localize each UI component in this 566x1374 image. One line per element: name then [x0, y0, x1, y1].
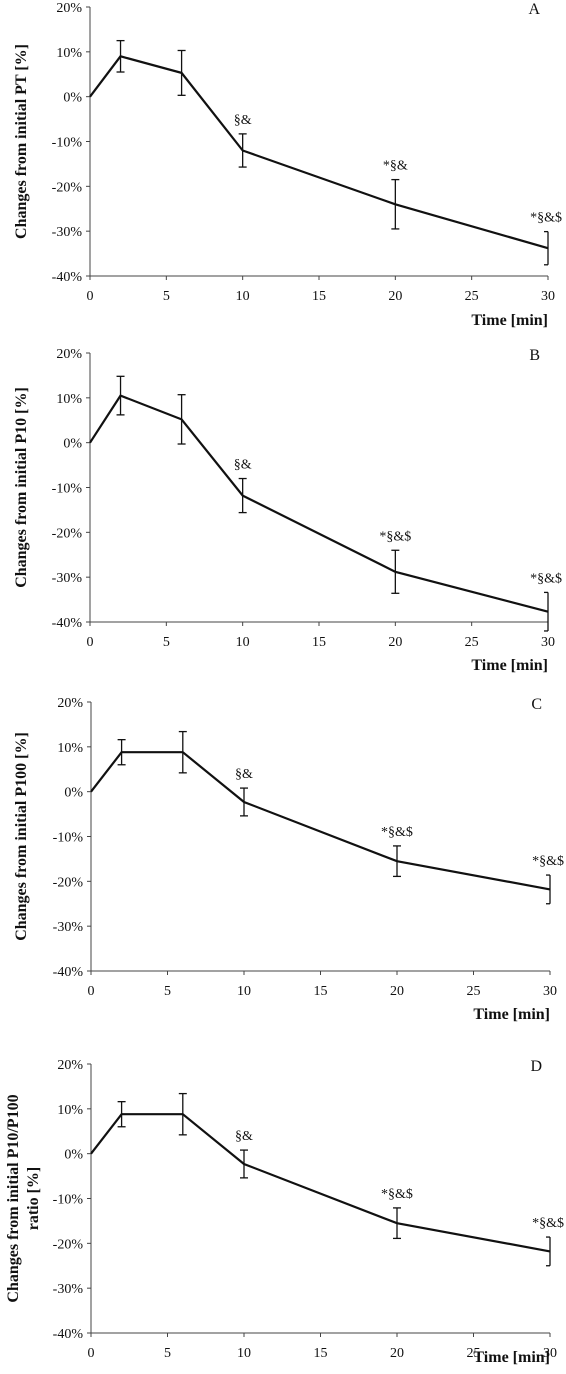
panel-a-x-tick-label: 0: [87, 289, 94, 304]
panel-c-significance-label: §&: [235, 767, 253, 782]
panel-b-x-tick-label: 10: [236, 635, 250, 650]
panel-d-y-axis-title: Changes from initial P10/P100: [5, 1094, 22, 1302]
panel-c-series-line: [90, 751, 551, 891]
panel-c-x-tick-label: 5: [164, 984, 171, 999]
panel-b-significance-label: §&: [234, 458, 252, 473]
panel-a-significance-label: §&: [234, 113, 252, 128]
panel-c-y-tick-label: 10%: [57, 741, 83, 756]
panel-b-y-tick-label: -20%: [52, 526, 83, 541]
panel-c-x-tick-label: 10: [237, 984, 251, 999]
panel-d-x-tick-label: 20: [390, 1346, 404, 1361]
panel-d-y-tick-label: 0%: [64, 1148, 83, 1163]
panel-d-series-line: [90, 1113, 551, 1253]
panel-d-y-tick-label: 20%: [57, 1058, 83, 1073]
panel-c-y-tick-label: 0%: [64, 786, 83, 801]
panel-b-x-tick-label: 20: [388, 635, 402, 650]
panel-b-significance-label: *§&$: [379, 529, 411, 544]
panel-a-y-tick-label: 20%: [56, 1, 82, 16]
panel-b-y-tick-label: -30%: [52, 571, 83, 586]
panel-a-y-tick-label: -30%: [52, 225, 83, 240]
panel-b-x-tick-label: 30: [541, 635, 555, 650]
panel-c-x-axis-title: Time [min]: [473, 1006, 550, 1023]
panel-d-x-tick-label: 0: [88, 1346, 95, 1361]
panel-a-y-tick-label: 0%: [63, 91, 82, 106]
panel-d-y-tick-label: -30%: [53, 1282, 84, 1297]
panel-c-x-tick-label: 20: [390, 984, 404, 999]
panel-a-x-tick-label: 5: [163, 289, 170, 304]
panel-c-y-tick-label: -10%: [53, 831, 84, 846]
panel-d-y-tick-label: -40%: [53, 1327, 84, 1342]
panel-c-y-tick-label: 20%: [57, 696, 83, 711]
panel-b-x-tick-label: 25: [465, 635, 479, 650]
panel-c-significance-label: *§&$: [532, 854, 564, 869]
panel-a-x-tick-label: 15: [312, 289, 326, 304]
panel-d-label: D: [530, 1058, 542, 1075]
panel-d-y-axis-title: ratio [%]: [25, 1167, 42, 1231]
panel-d-x-tick-label: 10: [237, 1346, 251, 1361]
panel-a-y-tick-label: 10%: [56, 46, 82, 61]
panel-b-y-tick-label: -10%: [52, 482, 83, 497]
panel-a-x-tick-label: 30: [541, 289, 555, 304]
panel-d-x-tick-label: 25: [467, 1346, 481, 1361]
panel-a-series-line: [89, 55, 549, 250]
panel-d-y-tick-label: -10%: [53, 1193, 84, 1208]
panel-d-x-tick-label: 15: [314, 1346, 328, 1361]
panel-d-significance-label: *§&$: [532, 1216, 564, 1231]
panel-b-series-line: [89, 394, 549, 613]
panel-b-label: B: [529, 347, 540, 364]
panel-b-y-tick-label: 0%: [63, 437, 82, 452]
panel-b-x-tick-label: 5: [163, 635, 170, 650]
panel-d-x-tick-label: 5: [164, 1346, 171, 1361]
panel-b-x-axis-title: Time [min]: [471, 657, 548, 674]
panel-a-x-tick-label: 25: [465, 289, 479, 304]
panel-b-y-tick-label: 20%: [56, 347, 82, 362]
panel-a-y-axis-title: Changes from initial PT [%]: [13, 44, 30, 239]
panel-a-significance-label: *§&: [383, 159, 408, 174]
panel-a-significance-label: *§&$: [530, 211, 562, 226]
panel-a-label: A: [528, 1, 540, 18]
panel-b-x-tick-label: 0: [87, 635, 94, 650]
panel-c-x-tick-label: 0: [88, 984, 95, 999]
panel-c-x-tick-label: 25: [467, 984, 481, 999]
panel-d-y-tick-label: -20%: [53, 1237, 84, 1252]
panel-c-y-tick-label: -30%: [53, 920, 84, 935]
panel-d-x-tick-label: 30: [543, 1346, 557, 1361]
panel-c-y-axis-title: Changes from initial P100 [%]: [13, 732, 30, 941]
panel-c-significance-label: *§&$: [381, 825, 413, 840]
panel-d-x-axis-title: Time [min]: [473, 1349, 550, 1366]
panel-d-significance-label: *§&$: [381, 1187, 413, 1202]
panel-c-x-tick-label: 15: [314, 984, 328, 999]
panel-b-significance-label: *§&$: [530, 571, 562, 586]
panel-c-y-tick-label: -40%: [53, 965, 84, 980]
panel-a-x-axis-title: Time [min]: [471, 312, 548, 329]
panel-b-y-tick-label: -40%: [52, 616, 83, 631]
panel-a-y-tick-label: -20%: [52, 180, 83, 195]
panel-a-x-tick-label: 10: [236, 289, 250, 304]
panel-d-y-tick-label: 10%: [57, 1103, 83, 1118]
panel-a-x-tick-label: 20: [388, 289, 402, 304]
panel-a-y-tick-label: -40%: [52, 270, 83, 285]
panel-d-significance-label: §&: [235, 1129, 253, 1144]
panel-c-x-tick-label: 30: [543, 984, 557, 999]
panel-c-label: C: [531, 696, 542, 713]
panel-b-x-tick-label: 15: [312, 635, 326, 650]
panel-b-y-tick-label: 10%: [56, 392, 82, 407]
panel-b-y-axis-title: Changes from initial P10 [%]: [13, 387, 30, 588]
panel-a-y-tick-label: -10%: [52, 136, 83, 151]
panel-c-y-tick-label: -20%: [53, 875, 84, 890]
